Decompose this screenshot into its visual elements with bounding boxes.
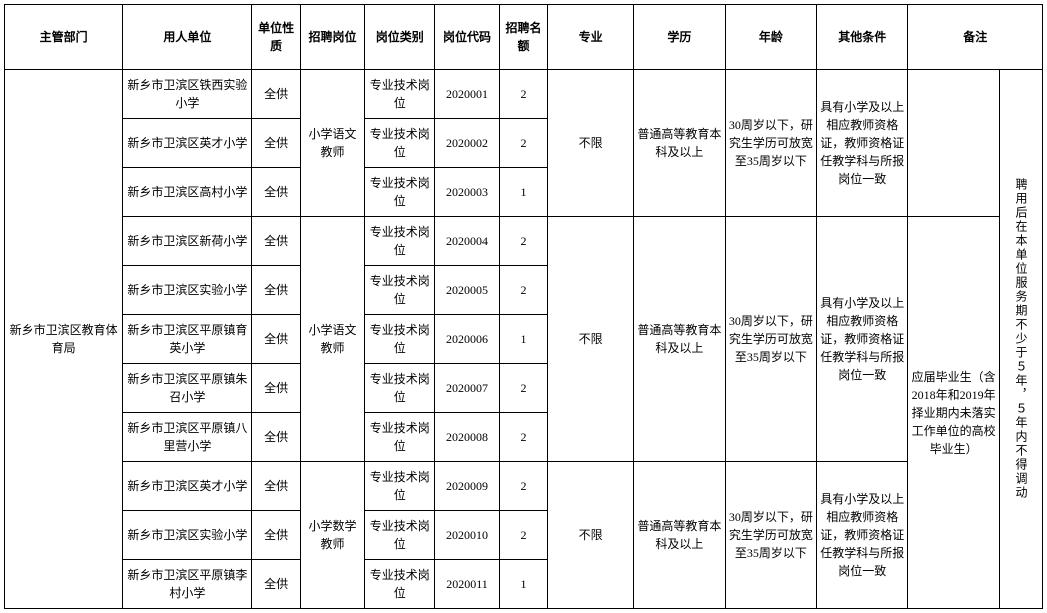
cell-category: 专业技术岗位 xyxy=(365,462,435,511)
cell-unit: 新乡市卫滨区平原镇八里营小学 xyxy=(123,413,252,462)
cell-nature: 全供 xyxy=(252,511,300,560)
cell-code: 2020006 xyxy=(435,315,500,364)
col-other: 其他条件 xyxy=(817,5,908,70)
cell-code: 2020002 xyxy=(435,119,500,168)
cell-age: 30周岁以下，研究生学历可放宽至35周岁以下 xyxy=(725,462,816,609)
cell-code: 2020008 xyxy=(435,413,500,462)
cell-quota: 1 xyxy=(499,315,547,364)
cell-note1: 应届毕业生（含2018年和2019年择业期内未落实工作单位的高校毕业生） xyxy=(908,217,999,609)
cell-edu: 普通高等教育本科及以上 xyxy=(634,70,725,217)
cell-nature: 全供 xyxy=(252,266,300,315)
col-edu: 学历 xyxy=(634,5,725,70)
cell-code: 2020005 xyxy=(435,266,500,315)
cell-category: 专业技术岗位 xyxy=(365,560,435,609)
cell-nature: 全供 xyxy=(252,364,300,413)
cell-unit: 新乡市卫滨区平原镇李村小学 xyxy=(123,560,252,609)
table-row: 新乡市卫滨区新荷小学全供小学语文教师专业技术岗位20200042不限普通高等教育… xyxy=(5,217,1043,266)
cell-unit: 新乡市卫滨区英才小学 xyxy=(123,119,252,168)
cell-unit: 新乡市卫滨区平原镇朱召小学 xyxy=(123,364,252,413)
cell-code: 2020003 xyxy=(435,168,500,217)
cell-unit: 新乡市卫滨区英才小学 xyxy=(123,462,252,511)
cell-quota: 2 xyxy=(499,462,547,511)
cell-dept: 新乡市卫滨区教育体育局 xyxy=(5,70,123,609)
cell-nature: 全供 xyxy=(252,560,300,609)
col-age: 年龄 xyxy=(725,5,816,70)
cell-quota: 2 xyxy=(499,413,547,462)
cell-quota: 2 xyxy=(499,119,547,168)
cell-unit: 新乡市卫滨区实验小学 xyxy=(123,266,252,315)
cell-nature: 全供 xyxy=(252,462,300,511)
cell-nature: 全供 xyxy=(252,70,300,119)
table-header-row: 主管部门 用人单位 单位性质 招聘岗位 岗位类别 岗位代码 招聘名额 专业 学历… xyxy=(5,5,1043,70)
cell-post: 小学语文教师 xyxy=(300,70,365,217)
recruitment-table: 主管部门 用人单位 单位性质 招聘岗位 岗位类别 岗位代码 招聘名额 专业 学历… xyxy=(4,4,1043,609)
cell-code: 2020011 xyxy=(435,560,500,609)
table-body: 新乡市卫滨区教育体育局新乡市卫滨区铁西实验小学全供小学语文教师专业技术岗位202… xyxy=(5,70,1043,609)
cell-code: 2020010 xyxy=(435,511,500,560)
cell-nature: 全供 xyxy=(252,315,300,364)
cell-unit: 新乡市卫滨区铁西实验小学 xyxy=(123,70,252,119)
cell-nature: 全供 xyxy=(252,217,300,266)
cell-category: 专业技术岗位 xyxy=(365,70,435,119)
cell-code: 2020007 xyxy=(435,364,500,413)
col-note: 备注 xyxy=(908,5,1043,70)
cell-quota: 2 xyxy=(499,70,547,119)
cell-quota: 2 xyxy=(499,217,547,266)
cell-quota: 1 xyxy=(499,560,547,609)
cell-category: 专业技术岗位 xyxy=(365,511,435,560)
cell-unit: 新乡市卫滨区实验小学 xyxy=(123,511,252,560)
cell-age: 30周岁以下，研究生学历可放宽至35周岁以下 xyxy=(725,70,816,217)
table-row: 新乡市卫滨区英才小学全供小学数学教师专业技术岗位20200092不限普通高等教育… xyxy=(5,462,1043,511)
cell-major: 不限 xyxy=(548,217,634,462)
col-quota: 招聘名额 xyxy=(499,5,547,70)
cell-quota: 2 xyxy=(499,266,547,315)
cell-category: 专业技术岗位 xyxy=(365,364,435,413)
cell-nature: 全供 xyxy=(252,413,300,462)
col-dept: 主管部门 xyxy=(5,5,123,70)
cell-category: 专业技术岗位 xyxy=(365,119,435,168)
col-post: 招聘岗位 xyxy=(300,5,365,70)
cell-nature: 全供 xyxy=(252,168,300,217)
col-code: 岗位代码 xyxy=(435,5,500,70)
cell-quota: 1 xyxy=(499,168,547,217)
cell-age: 30周岁以下，研究生学历可放宽至35周岁以下 xyxy=(725,217,816,462)
cell-unit: 新乡市卫滨区平原镇育英小学 xyxy=(123,315,252,364)
cell-unit: 新乡市卫滨区新荷小学 xyxy=(123,217,252,266)
cell-edu: 普通高等教育本科及以上 xyxy=(634,217,725,462)
cell-category: 专业技术岗位 xyxy=(365,217,435,266)
cell-post: 小学数学教师 xyxy=(300,462,365,609)
cell-other: 具有小学及以上相应教师资格证，教师资格证任教学科与所报岗位一致 xyxy=(817,70,908,217)
cell-post: 小学语文教师 xyxy=(300,217,365,462)
cell-nature: 全供 xyxy=(252,119,300,168)
cell-other: 具有小学及以上相应教师资格证，教师资格证任教学科与所报岗位一致 xyxy=(817,462,908,609)
cell-quota: 2 xyxy=(499,364,547,413)
cell-category: 专业技术岗位 xyxy=(365,168,435,217)
table-row: 新乡市卫滨区教育体育局新乡市卫滨区铁西实验小学全供小学语文教师专业技术岗位202… xyxy=(5,70,1043,119)
cell-edu: 普通高等教育本科及以上 xyxy=(634,462,725,609)
cell-category: 专业技术岗位 xyxy=(365,266,435,315)
cell-code: 2020004 xyxy=(435,217,500,266)
cell-code: 2020001 xyxy=(435,70,500,119)
cell-category: 专业技术岗位 xyxy=(365,315,435,364)
cell-unit: 新乡市卫滨区高村小学 xyxy=(123,168,252,217)
col-category: 岗位类别 xyxy=(365,5,435,70)
col-nature: 单位性质 xyxy=(252,5,300,70)
cell-code: 2020009 xyxy=(435,462,500,511)
cell-note2: 聘用后在本单位服务期不少于５年，５年内不得调动 xyxy=(999,70,1042,609)
cell-note1-blank xyxy=(908,70,999,217)
col-unit: 用人单位 xyxy=(123,5,252,70)
cell-major: 不限 xyxy=(548,462,634,609)
cell-major: 不限 xyxy=(548,70,634,217)
col-major: 专业 xyxy=(548,5,634,70)
cell-other: 具有小学及以上相应教师资格证，教师资格证任教学科与所报岗位一致 xyxy=(817,217,908,462)
cell-category: 专业技术岗位 xyxy=(365,413,435,462)
cell-quota: 2 xyxy=(499,511,547,560)
